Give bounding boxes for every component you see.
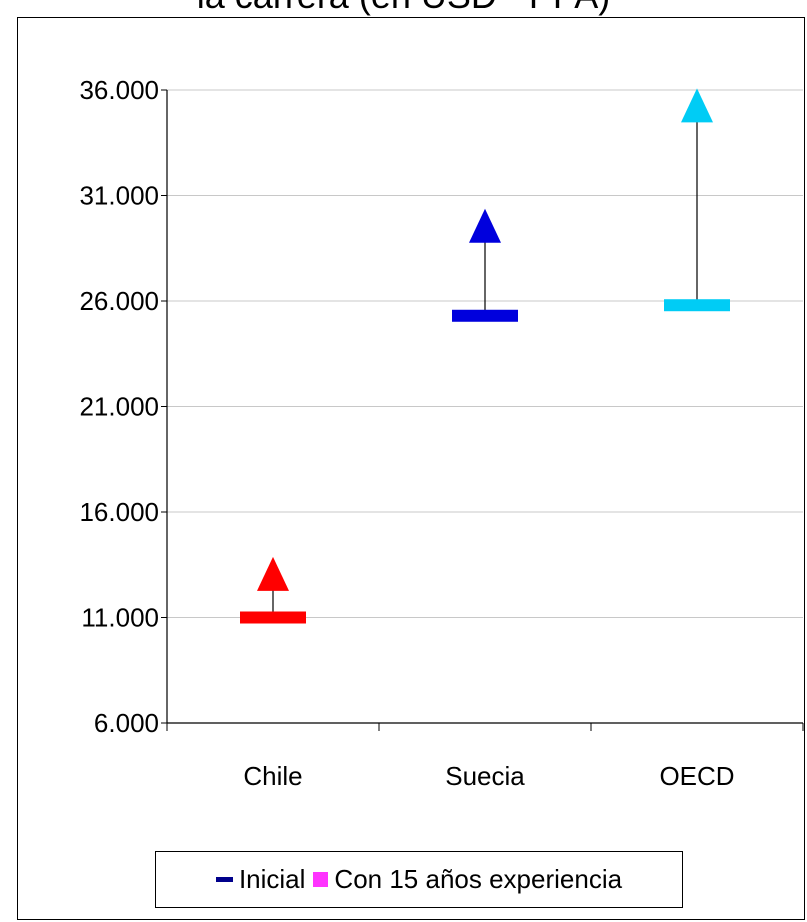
x-tick-label: Chile <box>243 761 302 791</box>
legend-swatch-inicial <box>215 877 233 882</box>
y-tick-label: 6.000 <box>94 708 159 738</box>
legend-item-inicial: Inicial <box>215 864 306 895</box>
chart-title: la carrera (en USD - PPA) <box>0 0 807 17</box>
initial-marker <box>240 611 306 624</box>
experience-marker <box>681 88 713 123</box>
legend: Inicial Con 15 años experiencia <box>155 851 683 908</box>
experience-marker <box>257 556 289 591</box>
initial-marker <box>664 299 730 312</box>
legend-item-experiencia: Con 15 años experiencia <box>313 864 622 895</box>
y-tick-label: 36.000 <box>79 75 159 105</box>
chart-frame <box>17 17 805 920</box>
y-tick-label: 16.000 <box>79 497 159 527</box>
chart-marks <box>240 88 730 624</box>
x-tick-label: Suecia <box>445 761 525 791</box>
initial-marker <box>452 309 518 322</box>
x-tick-label: OECD <box>659 761 734 791</box>
y-tick-label: 21.000 <box>79 392 159 422</box>
experience-marker <box>469 208 501 243</box>
y-tick-label: 31.000 <box>79 181 159 211</box>
y-tick-label: 11.000 <box>81 603 159 633</box>
y-tick-labels: 6.000 11.000 16.000 21.000 26.000 31.000 36.00… <box>79 75 159 738</box>
gridlines <box>167 89 803 618</box>
axes <box>161 89 804 731</box>
x-tick-labels: Chile Suecia OECD <box>243 761 734 791</box>
legend-swatch-experiencia <box>313 872 329 887</box>
legend-label-inicial: Inicial <box>238 864 306 894</box>
y-tick-label: 26.000 <box>79 286 159 316</box>
legend-label-experiencia: Con 15 años experiencia <box>334 864 623 894</box>
